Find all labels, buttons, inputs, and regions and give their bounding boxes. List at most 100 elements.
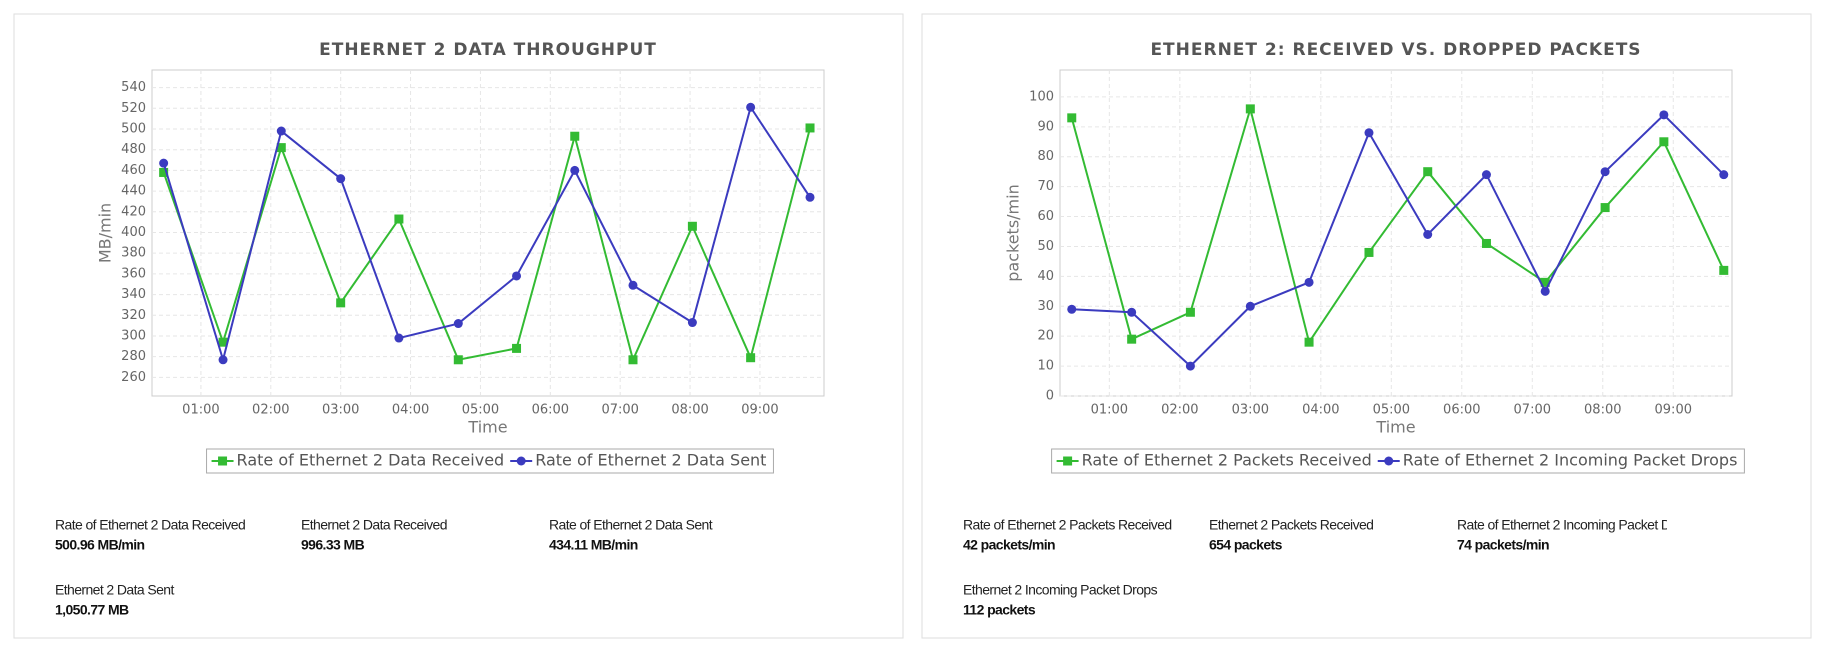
stat-value: 434.11 MB/min [549,537,638,553]
legend-label: Rate of Ethernet 2 Incoming Packet Drops [1403,451,1738,470]
point [1185,307,1195,317]
point [276,143,286,153]
legend-label: Rate of Ethernet 2 Data Sent [535,451,766,470]
x-tick-label: 08:00 [671,403,708,418]
point [1364,128,1374,138]
x-tick-label: 02:00 [1161,403,1198,418]
point [1067,304,1077,314]
x-tick-label: 09:00 [741,403,778,418]
y-tick-label: 40 [1037,269,1054,284]
legend: Rate of Ethernet 2 Data Received Rate of … [211,451,766,470]
stat-label: Rate of Ethernet 2 Incoming Packet Drops [1457,517,1696,533]
legend-marker [218,456,228,466]
point [1719,265,1729,275]
point [336,174,346,184]
point [805,123,815,133]
chart-title: ETHERNET 2: RECEIVED VS. DROPPED PACKETS [1150,40,1641,60]
stat-value: 996.33 MB [301,537,365,553]
series-line [162,127,811,363]
y-tick-label: 440 [121,184,146,199]
stat-label: Rate of Ethernet 2 Packets Received [963,517,1172,533]
y-tick-label: 380 [121,246,146,261]
point [159,167,169,177]
y-tick-label: 360 [121,266,146,281]
x-axis-label: Time [1375,418,1415,437]
x-tick-label: 01:00 [1091,403,1128,418]
y-tick-label: 20 [1037,329,1054,344]
x-tick-label: 01:00 [182,403,219,418]
x-tick-label: 06:00 [532,403,569,418]
x-tick-label: 07:00 [601,403,638,418]
y-tick-label: 260 [121,370,146,385]
point [1600,203,1610,213]
point [1540,277,1550,287]
y-tick-label: 520 [121,101,146,116]
point [1659,110,1669,120]
stat-value: 42 packets/min [963,537,1055,553]
point [1481,238,1491,248]
series-line [1070,105,1725,345]
x-axis-label: Time [467,418,507,437]
chart-title: ETHERNET 2 DATA THROUGHPUT [319,40,657,60]
point [1600,167,1610,177]
point [1127,307,1137,317]
y-tick-label: 400 [121,225,146,240]
x-tick-label: 05:00 [462,403,499,418]
stat-value: 74 packets/min [1457,537,1549,553]
stat-value: 1,050.77 MB [55,602,129,618]
point [159,158,169,168]
x-tick-label: 04:00 [392,403,429,418]
y-tick-label: 300 [121,328,146,343]
y-tick-label: 480 [121,142,146,157]
stat-value: 654 packets [1209,537,1283,553]
point [570,131,580,141]
point [1304,277,1314,287]
x-tick-label: 09:00 [1655,403,1692,418]
x-tick-label: 03:00 [1232,403,1269,418]
stat-label: Ethernet 2 Packets Received [1209,517,1373,533]
y-axis-label: MB/min [96,203,115,263]
y-tick-label: 340 [121,287,146,302]
y-tick-label: 100 [1029,89,1054,104]
y-tick-label: 60 [1037,209,1054,224]
point [687,221,697,231]
point [1481,170,1491,180]
point [1127,334,1137,344]
point [453,355,463,365]
legend-marker [1384,456,1394,466]
series-line [162,104,811,364]
legend-label: Rate of Ethernet 2 Packets Received [1082,451,1372,470]
stat-label: Rate of Ethernet 2 Data Received [55,517,245,533]
plot-area [1059,69,1733,397]
point [1423,229,1433,239]
series-line [1071,113,1725,368]
point [1719,170,1729,180]
plot-area [151,69,825,397]
legend-marker [516,456,526,466]
stat-label: Ethernet 2 Data Sent [55,582,174,598]
stat-value: 500.96 MB/min [55,537,145,553]
x-tick-label: 05:00 [1373,403,1410,418]
y-tick-label: 320 [121,308,146,323]
stat-label: Ethernet 2 Incoming Packet Drops [963,582,1158,598]
y-tick-label: 10 [1037,359,1054,374]
legend-marker [1063,456,1073,466]
point [1540,286,1550,296]
point [628,355,638,365]
y-tick-label: 460 [121,163,146,178]
point [336,298,346,308]
point [1304,337,1314,347]
point [1423,167,1433,177]
legend: Rate of Ethernet 2 Packets Received Rate … [1056,451,1738,470]
point [628,280,638,290]
point [394,333,404,343]
y-tick-label: 280 [121,349,146,364]
x-tick-label: 04:00 [1302,403,1339,418]
point [746,353,756,363]
point [1659,137,1669,147]
point [570,165,580,175]
stat-label: Ethernet 2 Data Received [301,517,447,533]
point [218,355,228,365]
point [218,337,228,347]
point [512,343,522,353]
